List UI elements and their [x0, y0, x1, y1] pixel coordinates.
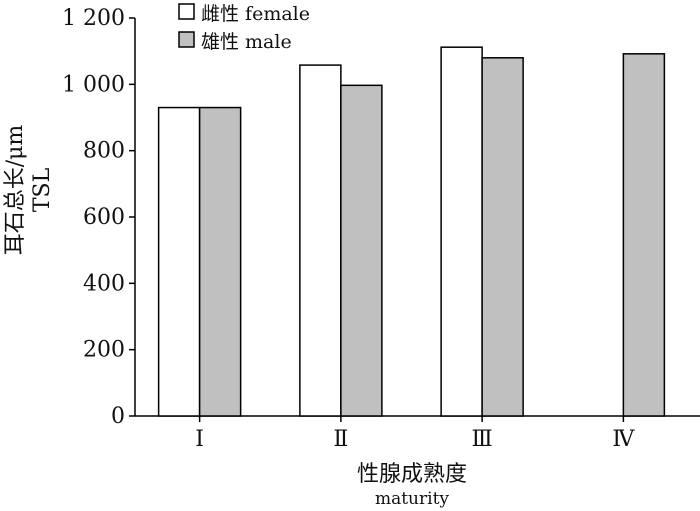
bar-male [340, 84, 383, 417]
bar-female [299, 64, 342, 417]
y-tick-label: 400 [83, 271, 125, 296]
y-axis-title-en: TSL [30, 167, 55, 212]
bar-male [622, 53, 666, 417]
x-axis-title: 性腺成熟度 [357, 462, 467, 487]
legend-swatch-female [178, 3, 195, 20]
bar-female [157, 106, 201, 417]
bar-male [198, 106, 242, 417]
bar-female [440, 46, 483, 417]
bars [157, 46, 666, 417]
x-categories: Ⅰ Ⅱ Ⅲ Ⅳ [195, 416, 635, 452]
x-tick-label: Ⅲ [472, 427, 493, 452]
legend: 雌性 female 雄性 male [178, 3, 310, 53]
x-tick-label: Ⅱ [333, 427, 348, 452]
y-tick-label: 800 [83, 139, 125, 164]
y-tick-label: 200 [83, 338, 125, 363]
y-tick-label: 600 [83, 205, 125, 230]
y-tick-label: 1 200 [62, 6, 125, 31]
legend-label-female: 雌性 female [201, 3, 310, 25]
y-ticks: 0 200 400 600 800 1 000 1 200 [62, 6, 135, 429]
y-tick-label: 0 [111, 404, 125, 429]
x-axis-title-en: maturity [375, 489, 449, 509]
x-tick-label: Ⅰ [195, 427, 204, 452]
legend-swatch-male [178, 31, 195, 48]
legend-label-male: 雄性 male [201, 31, 292, 53]
bar-male [481, 57, 524, 417]
x-tick-label: Ⅳ [612, 427, 635, 452]
y-tick-label: 1 000 [62, 72, 125, 97]
y-axis-title: 耳石总长/μm [3, 125, 28, 256]
